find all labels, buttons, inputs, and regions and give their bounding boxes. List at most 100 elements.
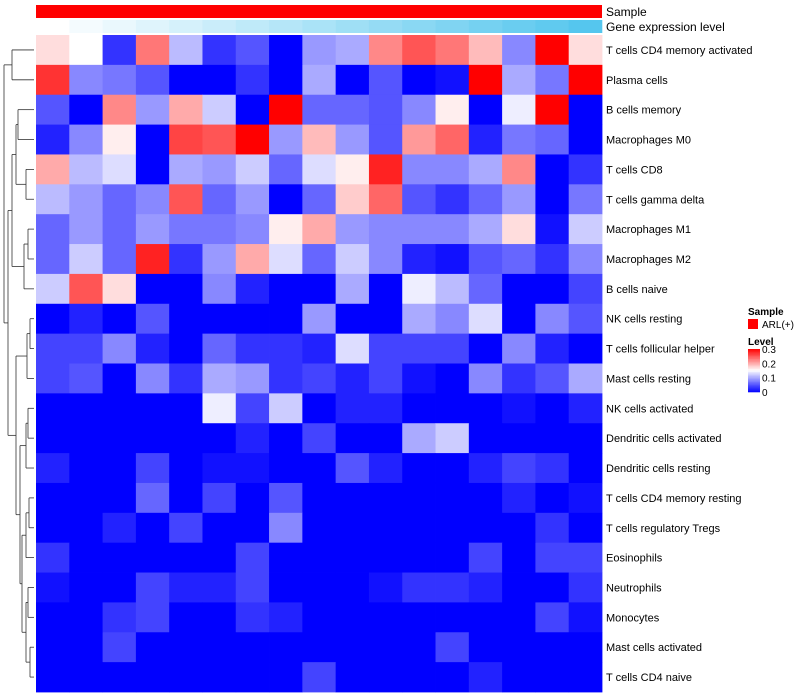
- heatmap-cell: [169, 453, 203, 484]
- heatmap-cell: [69, 244, 103, 275]
- heatmap-cell: [402, 94, 436, 125]
- heatmap-cell: [36, 214, 70, 245]
- heatmap-cell: [302, 572, 337, 603]
- heatmap-cell: [202, 423, 237, 454]
- heatmap-cell: [335, 214, 370, 245]
- heatmap-cell: [335, 94, 370, 125]
- heatmap-cell: [402, 184, 436, 215]
- heatmap-cell: [69, 64, 103, 96]
- heatmap-cell: [269, 512, 303, 544]
- heatmap-cell: [535, 154, 570, 185]
- heatmap-cell: [69, 94, 103, 125]
- heatmap-cell: [502, 423, 536, 454]
- legend-sample-swatch: [748, 319, 758, 329]
- heatmap-cell: [535, 512, 570, 544]
- heatmap-cell: [468, 214, 503, 245]
- heatmap-cell: [335, 35, 370, 66]
- heatmap-cell: [169, 333, 203, 364]
- expression-track-cell: [102, 20, 137, 33]
- heatmap-cell: [235, 602, 270, 633]
- heatmap-cell: [402, 542, 436, 573]
- legend-gradient-step: [748, 379, 760, 381]
- heatmap-cell: [135, 333, 170, 364]
- heatmap-cell: [402, 333, 436, 364]
- heatmap-cell: [102, 35, 137, 66]
- heatmap-cell: [169, 35, 203, 66]
- heatmap-cell: [135, 124, 170, 155]
- heatmap-cell: [202, 184, 237, 215]
- heatmap-cell: [135, 393, 170, 424]
- heatmap-cell: [568, 542, 603, 573]
- heatmap-cell: [69, 632, 103, 663]
- heatmap-cell: [135, 35, 170, 66]
- heatmap-cell: [502, 244, 536, 275]
- heatmap-cell: [202, 572, 237, 603]
- heatmap-cell: [302, 482, 337, 514]
- heatmap-cell: [335, 512, 370, 544]
- heatmap-cell: [69, 184, 103, 215]
- heatmap-cell: [169, 94, 203, 125]
- legend-gradient-step: [748, 386, 760, 388]
- heatmap-cell: [435, 602, 470, 633]
- heatmap-cell: [269, 244, 303, 275]
- heatmap-cell: [135, 512, 170, 544]
- row-label: Mast cells resting: [606, 373, 691, 385]
- heatmap-cell: [36, 662, 70, 693]
- heatmap-cell: [468, 572, 503, 603]
- heatmap-cell: [535, 64, 570, 96]
- heatmap-cell: [169, 363, 203, 394]
- heatmap-cell: [135, 214, 170, 245]
- heatmap-cell: [102, 453, 137, 484]
- heatmap-cell: [135, 572, 170, 603]
- heatmap-cell: [468, 662, 503, 693]
- heatmap-cell: [535, 602, 570, 633]
- heatmap-cell: [202, 273, 237, 305]
- heatmap-cell: [435, 453, 470, 484]
- heatmap-cell: [135, 423, 170, 454]
- legend-gradient-step: [748, 360, 760, 363]
- heatmap-cell: [102, 572, 137, 603]
- heatmap-cell: [535, 214, 570, 245]
- heatmap-cell: [102, 363, 137, 394]
- heatmap-cell: [535, 303, 570, 335]
- heatmap-cell: [36, 512, 70, 544]
- heatmap-cell: [368, 542, 403, 573]
- heatmap-cell: [402, 482, 436, 514]
- heatmap-cell: [69, 154, 103, 185]
- heatmap-cell: [368, 393, 403, 424]
- row-label: Macrophages M2: [606, 254, 691, 266]
- expression-track-cell: [568, 20, 603, 33]
- heatmap-cell: [302, 602, 337, 633]
- heatmap-cell: [202, 154, 237, 185]
- legend-gradient-step: [748, 366, 760, 368]
- heatmap-cell: [568, 64, 603, 96]
- heatmap-cell: [235, 154, 270, 185]
- heatmap-cell: [568, 602, 603, 633]
- legend-gradient-step: [748, 376, 760, 378]
- heatmap-cell: [302, 154, 337, 185]
- heatmap-cell: [368, 363, 403, 394]
- row-label: T cells regulatory Tregs: [606, 523, 721, 535]
- heatmap-cell: [202, 602, 237, 633]
- heatmap-cell: [368, 662, 403, 693]
- heatmap-cell: [36, 482, 70, 514]
- heatmap-cell: [368, 124, 403, 155]
- legend-gradient-step: [748, 359, 760, 361]
- heatmap-cell: [102, 662, 137, 693]
- heatmap-cell: [535, 333, 570, 364]
- row-label: T cells CD4 naive: [606, 672, 692, 684]
- heatmap-cell: [502, 572, 536, 603]
- heatmap-cell: [102, 64, 137, 96]
- heatmap-cell: [502, 393, 536, 424]
- heatmap-cell: [302, 214, 337, 245]
- heatmap-cell: [568, 363, 603, 394]
- heatmap-cell: [169, 542, 203, 573]
- heatmap-cell: [235, 94, 270, 125]
- legend-gradient-step: [748, 374, 760, 377]
- heatmap-cell: [36, 453, 70, 484]
- sample-track: [36, 5, 602, 18]
- heatmap-cell: [69, 35, 103, 66]
- heatmap-cell: [368, 64, 403, 96]
- heatmap-cell: [335, 363, 370, 394]
- heatmap-cell: [36, 154, 70, 185]
